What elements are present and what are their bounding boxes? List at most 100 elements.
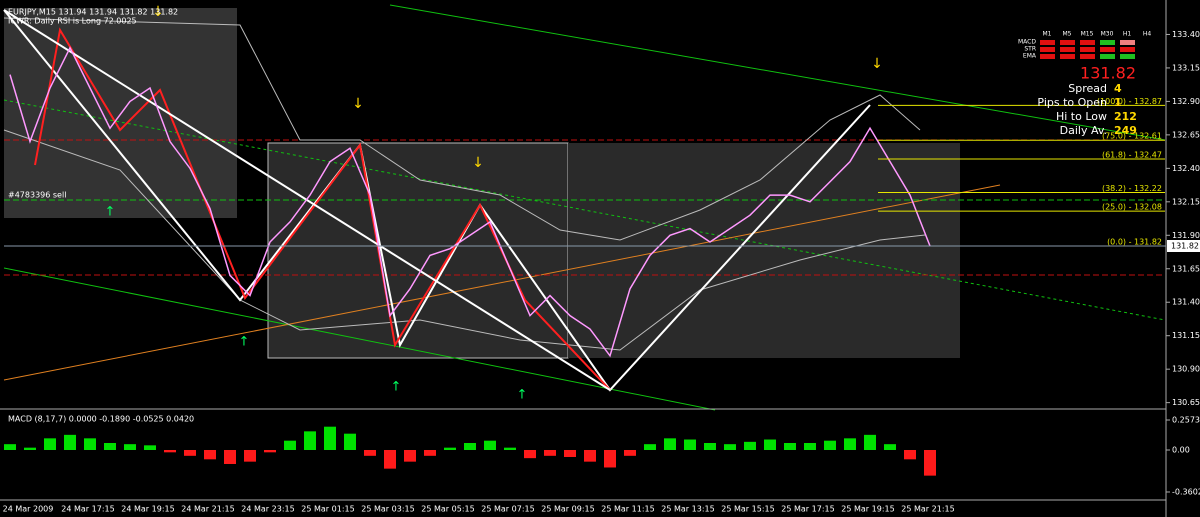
timeframe-label: M30 — [1101, 31, 1114, 38]
macd-bar — [104, 443, 116, 450]
y-tick-label: 131.15 — [1172, 331, 1200, 340]
macd-bar — [124, 444, 136, 450]
y-tick-label: 0.00 — [1172, 445, 1190, 454]
session-box — [267, 142, 569, 359]
timeframe-label: M5 — [1063, 31, 1072, 38]
macd-bar — [164, 449, 176, 453]
x-tick-label: 24 Mar 2009 — [3, 505, 54, 514]
x-tick-label: 25 Mar 09:15 — [541, 505, 594, 514]
trend-line — [3, 99, 1166, 321]
macd-bar — [624, 449, 636, 456]
macd-bar — [584, 449, 596, 462]
chart-title: EURJPY,M15 131.94 131.94 131.82 131.82 — [8, 8, 178, 17]
y-tick-label: 133.40 — [1172, 30, 1200, 39]
fib-label: (100.0) - 132.87 — [1097, 97, 1162, 106]
y-tick-label: 132.40 — [1172, 164, 1200, 173]
macd-bar — [504, 447, 516, 450]
macd-bar — [64, 434, 76, 450]
macd-bar — [784, 443, 796, 450]
timeframe-label: M1 — [1043, 31, 1052, 38]
macd-bar — [424, 449, 436, 456]
timeframe-label: H1 — [1123, 31, 1132, 38]
fib-label: (75.0) - 132.61 — [1102, 132, 1162, 141]
fib-label: (25.0) - 132.08 — [1102, 203, 1162, 212]
x-tick-label: 24 Mar 17:15 — [61, 505, 114, 514]
x-tick-label: 25 Mar 07:15 — [481, 505, 534, 514]
macd-bar — [384, 449, 396, 469]
x-tick-label: 25 Mar 01:15 — [301, 505, 354, 514]
moving-average — [3, 184, 1001, 381]
stat-value: 1 — [1114, 96, 1122, 109]
bollinger-band — [3, 129, 926, 351]
macd-bar — [344, 433, 356, 450]
y-tick-label: 130.65 — [1172, 398, 1200, 407]
macd-bar — [484, 440, 496, 450]
y-tick-label: -0.3602 — [1172, 487, 1200, 496]
macd-bar — [244, 449, 256, 462]
x-tick-label: 25 Mar 19:15 — [841, 505, 894, 514]
y-tick-label: 132.65 — [1172, 130, 1200, 139]
channel-line — [3, 267, 716, 411]
order-label: #4783396 sell — [8, 191, 66, 200]
x-tick-label: 25 Mar 17:15 — [781, 505, 834, 514]
x-tick-label: 25 Mar 11:15 — [601, 505, 654, 514]
macd-bar — [284, 440, 296, 450]
macd-bar — [864, 434, 876, 450]
up-arrow: ↑ — [391, 380, 402, 395]
stat-label: Hi to Low — [1056, 110, 1107, 123]
timeframe-label: M15 — [1081, 31, 1094, 38]
stat-label: Pips to Open — [1037, 96, 1107, 109]
macd-title: MACD (8,17,7) 0.0000 -0.1890 -0.0525 0.0… — [8, 415, 194, 424]
macd-bar — [24, 447, 36, 450]
x-tick-label: 25 Mar 15:15 — [721, 505, 774, 514]
session-box — [568, 143, 960, 358]
macd-bar — [744, 441, 756, 450]
up-arrow: ↑ — [105, 205, 116, 220]
y-tick-label: 133.15 — [1172, 63, 1200, 72]
macd-bar — [304, 431, 316, 450]
y-tick-label: 131.90 — [1172, 231, 1200, 240]
macd-bar — [4, 444, 16, 450]
last-price-box — [1167, 239, 1200, 252]
stat-label: Daily Av. — [1060, 124, 1107, 137]
signal-arrows: ↓ ↓ ↓ ↓ ↑ ↑ ↑ ↑ — [105, 4, 883, 403]
down-arrow: ↓ — [871, 56, 883, 72]
macd-bar — [644, 444, 656, 450]
last-price-label: 131.82 — [1171, 241, 1199, 250]
macd-bar — [84, 438, 96, 450]
row-label: MACD — [1018, 39, 1036, 46]
fib-label: (61.8) - 132.47 — [1102, 150, 1162, 159]
stat-value: 4 — [1114, 82, 1122, 95]
macd-bar — [904, 449, 916, 460]
macd-bar — [684, 439, 696, 450]
stat-label: Spread — [1068, 82, 1107, 95]
macd-bar — [604, 449, 616, 468]
row-label: EMA — [1023, 53, 1037, 60]
macd-bar — [524, 449, 536, 459]
macd-bar — [264, 449, 276, 453]
price-line — [9, 46, 931, 358]
up-arrow: ↑ — [239, 335, 250, 350]
up-arrow: ↑ — [517, 388, 528, 403]
macd-bar — [824, 440, 836, 450]
y-tick-label: 130.90 — [1172, 365, 1200, 374]
macd-bar — [404, 449, 416, 462]
panel-price: 131.82 — [1080, 64, 1136, 83]
row-label: STR — [1024, 46, 1036, 53]
macd-bar — [444, 447, 456, 450]
macd-bar — [184, 449, 196, 456]
x-tick-label: 25 Mar 03:15 — [361, 505, 414, 514]
macd-bar — [224, 449, 236, 464]
macd-bar — [884, 444, 896, 450]
y-tick-label: 0.2573 — [1172, 416, 1200, 425]
channel-line — [389, 4, 1166, 141]
stat-value: 249 — [1114, 124, 1137, 137]
down-arrow: ↓ — [152, 4, 164, 20]
indicator-text: ICWR: Daily RSI is Long 72.0025 — [8, 17, 137, 26]
x-tick-label: 25 Mar 05:15 — [421, 505, 474, 514]
y-tick-label: 132.15 — [1172, 197, 1200, 206]
x-tick-label: 25 Mar 13:15 — [661, 505, 714, 514]
macd-bar — [464, 443, 476, 450]
macd-bar — [564, 449, 576, 457]
